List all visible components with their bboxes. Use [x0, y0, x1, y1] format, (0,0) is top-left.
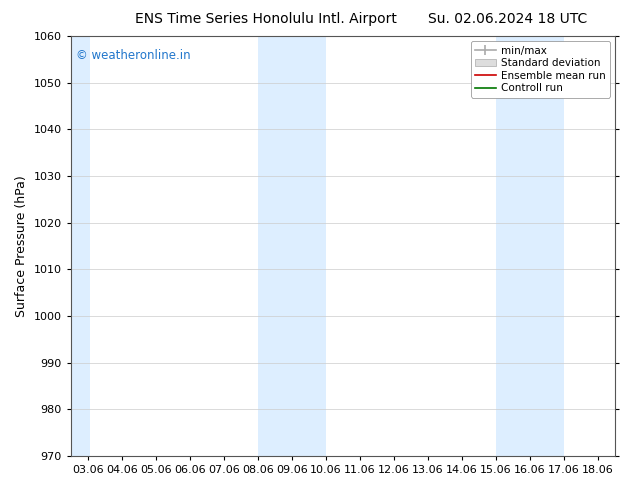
Text: © weatheronline.in: © weatheronline.in	[76, 49, 191, 62]
Legend: min/max, Standard deviation, Ensemble mean run, Controll run: min/max, Standard deviation, Ensemble me…	[470, 41, 610, 98]
Bar	[71, 36, 91, 456]
Bar	[496, 36, 564, 456]
Text: Su. 02.06.2024 18 UTC: Su. 02.06.2024 18 UTC	[427, 12, 587, 26]
Y-axis label: Surface Pressure (hPa): Surface Pressure (hPa)	[15, 175, 28, 317]
Text: ENS Time Series Honolulu Intl. Airport: ENS Time Series Honolulu Intl. Airport	[135, 12, 398, 26]
Bar	[258, 36, 326, 456]
